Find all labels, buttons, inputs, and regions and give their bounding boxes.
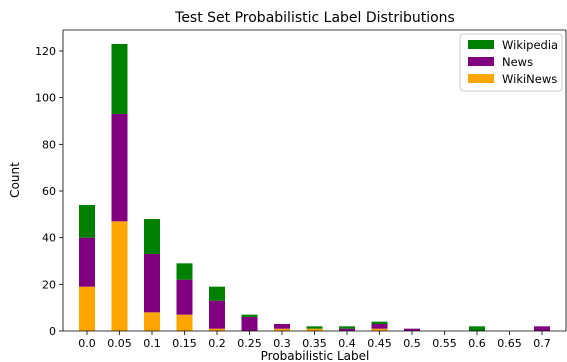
legend-swatch-wikipedia — [468, 40, 494, 49]
bar-wikinews-0.2 — [209, 328, 225, 331]
x-tick-label-0.5: 0.5 — [403, 337, 421, 350]
x-tick-label-0.25: 0.25 — [237, 337, 262, 350]
legend-swatch-wikinews — [468, 74, 494, 83]
bar-wikipedia-0.2 — [209, 286, 225, 301]
bar-news-0.2 — [209, 300, 225, 329]
bar-wikipedia-0.6 — [469, 326, 485, 331]
x-tick-label-0.0: 0.0 — [78, 337, 96, 350]
bar-wikipedia-0.05 — [111, 44, 128, 114]
x-tick-label-0.1: 0.1 — [143, 337, 161, 350]
bar-news-0.4 — [339, 328, 355, 331]
y-tick-label-100: 100 — [35, 92, 56, 105]
axes-layer: 0 20 40 60 80 100 120 0.0 0.05 0.1 0.15 0.2 0.25 0.3 0… — [35, 29, 567, 350]
bars-layer — [79, 44, 550, 331]
legend: Wikipedia News WikiNews — [459, 33, 563, 92]
bar-news-0.15 — [176, 279, 193, 315]
bar-wikipedia-0.0 — [79, 205, 95, 238]
bar-news-0.7 — [534, 326, 550, 331]
bar-news-0.3 — [274, 324, 290, 329]
y-tick-label-40: 40 — [42, 232, 56, 245]
bar-news-0.5 — [404, 328, 420, 331]
x-axis-label: Probabilistic Label — [261, 349, 370, 362]
bar-wikinews-0.35 — [306, 328, 323, 331]
x-tick-label-0.15: 0.15 — [172, 337, 197, 350]
x-tick-label-0.45: 0.45 — [367, 337, 392, 350]
bar-wikipedia-0.45 — [371, 321, 388, 324]
bar-wikinews-0.15 — [176, 314, 193, 331]
y-tick-label-0: 0 — [49, 325, 56, 338]
bar-wikipedia-0.4 — [339, 326, 355, 329]
x-tick-label-0.35: 0.35 — [302, 337, 327, 350]
x-tick-label-0.6: 0.6 — [468, 337, 486, 350]
bar-wikinews-0.0 — [79, 286, 95, 331]
legend-label-wikipedia: Wikipedia — [502, 38, 558, 52]
x-tick-label-0.05: 0.05 — [107, 337, 132, 350]
bar-wikipedia-0.25 — [241, 314, 258, 317]
x-tick-label-0.2: 0.2 — [208, 337, 226, 350]
y-axis-label: Count — [8, 162, 22, 198]
bar-wikinews-0.1 — [144, 312, 160, 331]
y-tick-label-120: 120 — [35, 45, 56, 58]
bar-wikipedia-0.1 — [144, 219, 160, 254]
bar-wikipedia-0.15 — [176, 263, 193, 280]
x-tick-label-0.3: 0.3 — [273, 337, 291, 350]
y-tick-label-60: 60 — [42, 185, 56, 198]
x-tick-label-0.4: 0.4 — [338, 337, 356, 350]
bar-news-0.0 — [79, 237, 95, 287]
bar-news-0.05 — [111, 114, 128, 222]
bar-news-0.45 — [371, 324, 388, 329]
bar-wikinews-0.45 — [371, 328, 388, 331]
legend-label-wikinews: WikiNews — [502, 72, 557, 86]
x-tick-label-0.55: 0.55 — [432, 337, 457, 350]
y-tick-label-80: 80 — [42, 138, 56, 151]
y-tick-label-20: 20 — [42, 278, 56, 291]
bar-news-0.1 — [144, 254, 160, 313]
x-tick-label-0.65: 0.65 — [497, 337, 522, 350]
bar-wikinews-0.3 — [274, 328, 290, 331]
bar-wikipedia-0.35 — [306, 326, 323, 329]
bar-wikinews-0.05 — [111, 221, 128, 331]
chart-title: Test Set Probabilistic Label Distributio… — [174, 10, 455, 26]
bar-news-0.25 — [241, 317, 258, 331]
x-tick-label-0.7: 0.7 — [533, 337, 551, 350]
legend-label-news: News — [502, 55, 533, 69]
legend-swatch-news — [468, 57, 494, 66]
